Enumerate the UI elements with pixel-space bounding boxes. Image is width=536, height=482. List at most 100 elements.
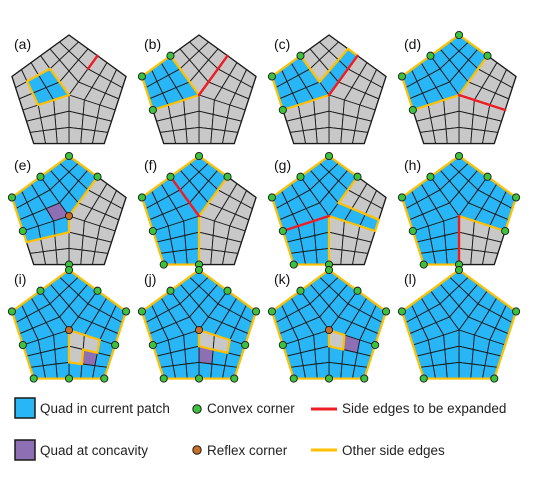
convex-corner [289, 260, 298, 269]
other-side-edge [343, 219, 361, 228]
convex-corner [426, 51, 435, 60]
other-side-edge [58, 80, 71, 97]
unmeshed-quad [458, 110, 474, 130]
other-side-edge [377, 321, 384, 335]
convex-corner [382, 307, 391, 316]
pentagon-outline [11, 34, 127, 145]
other-side-edge [476, 282, 489, 292]
other-side-edge [438, 275, 451, 285]
convex-corner [324, 151, 334, 161]
convex-corner [267, 193, 276, 202]
convex-corner [454, 151, 464, 161]
convex-corner [296, 172, 305, 181]
other-side-edge [500, 343, 507, 358]
convex-corner [278, 340, 287, 350]
other-side-edge [178, 275, 191, 285]
other-side-edge [337, 47, 350, 61]
convex-corner [408, 105, 417, 115]
expand-side-edge [86, 54, 99, 71]
other-side-edge [106, 355, 113, 369]
other-side-edge [105, 296, 118, 306]
convex-corner [93, 172, 102, 181]
other-side-edge [207, 161, 220, 171]
other-side-edge [346, 47, 359, 57]
panels: (a) (b) (c) (d) (e) (f) (g) (h) (i) (j) (k) (l) [7, 30, 521, 383]
panel-label: (l) [404, 271, 416, 287]
other-side-edge [486, 289, 499, 299]
other-side-edge [364, 213, 380, 221]
convex-corner [64, 265, 74, 275]
legend-label-quad-current: Quad in current patch [40, 401, 170, 416]
unmeshed-quad [328, 110, 344, 130]
other-side-edge [285, 241, 292, 255]
convex-corner [512, 193, 521, 202]
unmeshed-quad [198, 110, 214, 130]
other-side-edge [438, 161, 451, 171]
panel-k: (k) [267, 265, 391, 383]
other-side-edge [467, 67, 480, 84]
legend-label-side-expand: Side edges to be expanded [342, 401, 506, 416]
other-side-edge [337, 201, 354, 210]
panel-label: (h) [404, 157, 421, 173]
convex-corner [159, 374, 168, 383]
other-side-edge [496, 355, 503, 369]
convex-corner [148, 340, 157, 350]
unmeshed-quad [159, 130, 176, 144]
patch-quad [444, 345, 460, 365]
convex-corner [137, 193, 146, 202]
legend-label-convex-corner: Convex corner [207, 401, 295, 416]
legend-item-side-expand: Side edges to be expanded [311, 401, 506, 416]
other-side-edge [20, 296, 33, 306]
convex-corner [397, 193, 406, 202]
other-side-edge [457, 80, 470, 97]
other-side-edge [280, 296, 293, 306]
other-side-edge [96, 338, 101, 354]
convex-corner [426, 172, 435, 181]
other-side-edge [207, 275, 220, 285]
convex-corner [7, 193, 16, 202]
other-side-edge [473, 219, 491, 228]
other-side-edge [155, 241, 162, 255]
unmeshed-quad [458, 126, 473, 144]
convex-corner [267, 307, 276, 316]
patch-quad [444, 231, 460, 251]
unmeshed-quad [314, 110, 330, 130]
other-side-edge [280, 182, 293, 192]
reflex-corner-icon [192, 445, 202, 455]
other-side-edge [274, 321, 281, 335]
patch-quad [54, 345, 70, 365]
convex-corner [64, 151, 74, 161]
convex-corner-icon [192, 404, 202, 414]
other-side-edge [429, 282, 442, 292]
other-side-edge [308, 275, 321, 285]
other-side-edge [67, 361, 84, 366]
convex-corner [419, 260, 428, 269]
convex-corner [159, 260, 168, 269]
other-side-edge [226, 338, 231, 354]
other-side-edge [337, 275, 350, 285]
other-side-edge [366, 355, 373, 369]
reflex-corner [194, 325, 204, 335]
unmeshed-quad [198, 231, 214, 251]
convex-corner [223, 172, 232, 181]
convex-corner [397, 307, 406, 316]
other-side-edge [274, 86, 281, 100]
other-side-edge [197, 201, 210, 218]
convex-corner [490, 374, 499, 383]
other-side-edge [467, 161, 480, 171]
other-side-edge [274, 207, 281, 221]
convex-corner [324, 374, 334, 383]
other-side-edge [37, 98, 55, 107]
other-side-edge [207, 188, 220, 205]
unmeshed-quad [482, 251, 499, 265]
convex-corner [137, 307, 146, 316]
unmeshed-quad [185, 126, 200, 144]
convex-corner [223, 286, 232, 295]
convex-corner [166, 172, 175, 181]
panel-h: (h) [397, 151, 521, 269]
legend-item-reflex-corner: Reflex corner [192, 443, 288, 458]
other-side-edge [327, 345, 345, 351]
other-side-edge [48, 275, 61, 285]
